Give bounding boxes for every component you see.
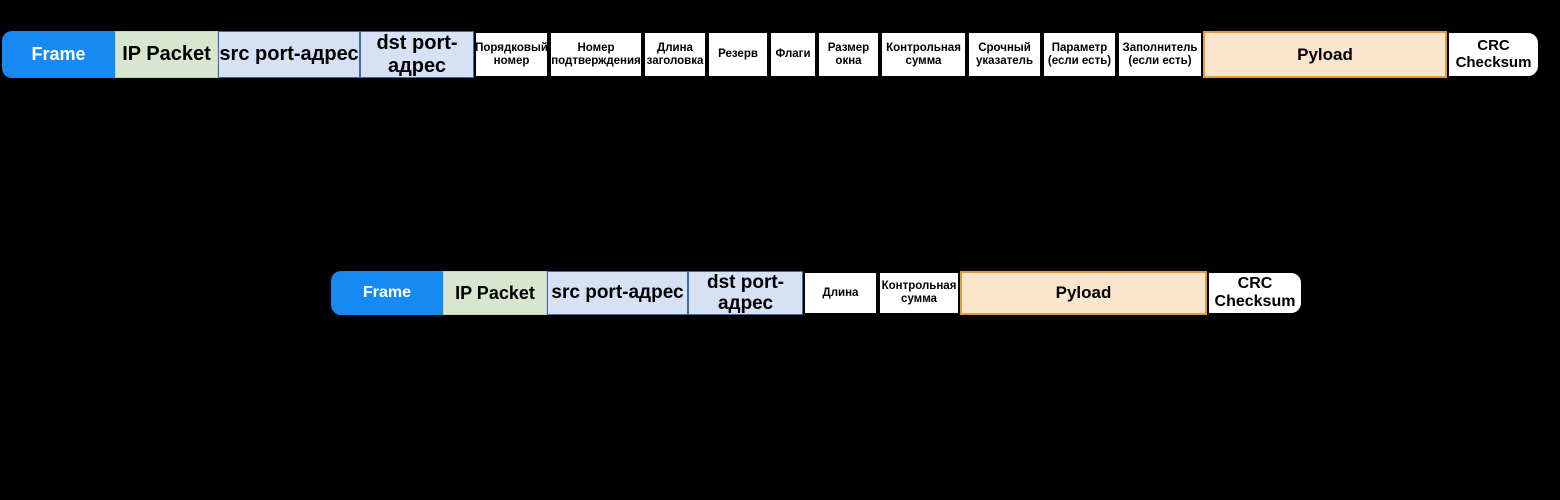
payload-label: Pyload [1297,44,1353,64]
crc-checksum-label: CRC Checksum [1214,275,1296,310]
udp-packet-row-frame: Frame [331,271,443,315]
tcp-packet-row-payload: Pyload [1203,31,1447,78]
options-label: Параметр (если есть) [1047,41,1112,67]
udp-packet-row: Frame IP Packet src port-адрес dst port-адр… [331,271,1303,315]
tcp-packet-row-window-size: Размер окна [817,31,880,78]
udp-packet-row-payload: Pyload [960,271,1207,315]
tcp-packet-row-flags: Флаги [769,31,817,78]
ip-packet-label: IP Packet [122,43,211,66]
tcp-packet-row-sequence-number: Порядковый номер [474,31,549,78]
udp-packet-row-ip-packet: IP Packet [443,271,547,315]
dst-port-label: dst port-адрес [706,271,785,314]
udp-packet-row-length: Длина [803,271,878,315]
flags-label: Флаги [775,48,811,61]
tcp-packet-row-ip-packet: IP Packet [115,31,218,78]
dst-port-label: dst port-адрес [376,32,458,77]
tcp-packet-row-crc-checksum: CRC Checksum [1447,31,1540,78]
tcp-packet-row: Frame IP Packet src port-адрес dst port-адр… [2,31,1540,78]
sequence-number-label: Порядковый номер [475,41,548,67]
ack-number-label: Номер подтверждения [551,41,641,67]
tcp-packet-row-dst-port: dst port-адрес [360,31,474,78]
padding-label: Заполнитель (если есть) [1122,41,1198,67]
payload-label: Pyload [1055,283,1112,303]
tcp-packet-row-src-port: src port-адрес [218,31,360,78]
length-label: Длина [822,286,859,299]
udp-packet-row-src-port: src port-адрес [547,271,688,315]
tcp-packet-row-options: Параметр (если есть) [1042,31,1117,78]
frame-label: Frame [31,44,86,65]
udp-packet-row-dst-port: dst port-адрес [688,271,803,315]
checksum-label: Контрольная сумма [881,280,957,305]
frame-label: Frame [362,284,412,302]
src-port-label: src port-адрес [219,43,359,66]
udp-packet-row-crc-checksum: CRC Checksum [1207,271,1303,315]
tcp-packet-row-reserved: Резерв [707,31,769,78]
tcp-packet-row-ack-number: Номер подтверждения [549,31,643,78]
urgent-pointer-label: Срочный указатель [975,41,1034,67]
tcp-packet-row-checksum: Контрольная сумма [880,31,967,78]
ip-packet-label: IP Packet [455,282,535,303]
checksum-label: Контрольная сумма [886,41,961,67]
tcp-packet-row-header-length: Длина заголовка [643,31,707,78]
header-length-label: Длина заголовка [646,41,704,67]
tcp-packet-row-padding: Заполнитель (если есть) [1117,31,1203,78]
reserved-label: Резерв [718,48,758,61]
window-size-label: Размер окна [827,41,870,67]
tcp-packet-row-frame: Frame [2,31,115,78]
crc-checksum-label: CRC Checksum [1455,36,1532,71]
udp-packet-row-checksum: Контрольная сумма [878,271,960,315]
src-port-label: src port-адрес [551,282,684,304]
tcp-packet-row-urgent-pointer: Срочный указатель [967,31,1042,78]
